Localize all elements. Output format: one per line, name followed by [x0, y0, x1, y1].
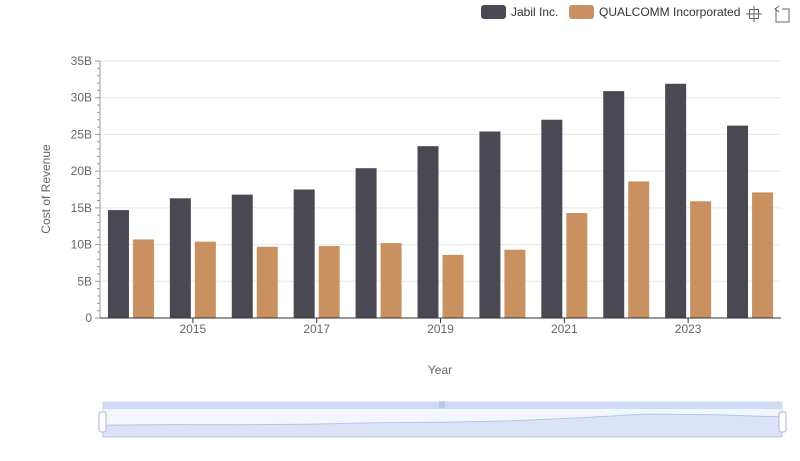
x-tick-label: 2021 [551, 322, 578, 336]
bar-qualcomm-2021[interactable] [566, 212, 588, 318]
y-tick-label: 20B [71, 164, 92, 178]
data-zoom-selected [103, 402, 782, 409]
x-axis: 2015 2017 2019 2021 2023 [100, 317, 781, 336]
bar-qualcomm-2016[interactable] [256, 246, 278, 318]
bar-qualcomm-2023[interactable] [690, 201, 712, 318]
legend-label-jabil[interactable]: Jabil Inc. [511, 5, 558, 19]
x-axis-title: Year [428, 363, 452, 377]
bar-jabil-2021[interactable] [541, 119, 563, 318]
bar-jabil-2017[interactable] [293, 189, 315, 319]
bar-jabil-2019[interactable] [417, 146, 439, 318]
y-tick-label: 10B [71, 238, 92, 252]
bar-jabil-2015[interactable] [169, 198, 191, 318]
bar-jabil-2018[interactable] [355, 168, 377, 318]
bar-qualcomm-2017[interactable] [318, 246, 340, 318]
data-zoom-slider[interactable]: ||| [98, 400, 787, 438]
bar-qualcomm-2014[interactable] [132, 239, 154, 318]
bar-qualcomm-2019[interactable] [442, 254, 464, 318]
y-axis: 0 5B 10B 15B 20B 25B 30B 35B [71, 54, 101, 325]
legend: Jabil Inc. QUALCOMM Incorporated [481, 5, 740, 19]
data-zoom-handle-right[interactable] [778, 411, 787, 433]
bar-qualcomm-2018[interactable] [380, 243, 402, 318]
data-zoom-handle-left[interactable] [98, 411, 107, 433]
bar-qualcomm-2015[interactable] [194, 241, 216, 318]
x-tick-label: 2019 [427, 322, 454, 336]
y-tick-label: 5B [77, 274, 92, 288]
legend-label-qualcomm[interactable]: QUALCOMM Incorporated [599, 5, 740, 19]
legend-swatch-qualcomm[interactable] [569, 5, 594, 19]
zoom-restore-icon[interactable] [774, 5, 790, 23]
bar-jabil-2020[interactable] [479, 131, 501, 318]
x-tick-label: 2023 [675, 322, 702, 336]
x-tick-label: 2017 [303, 322, 330, 336]
bar-jabil-2016[interactable] [231, 194, 253, 318]
bar-qualcomm-2024[interactable] [752, 192, 774, 318]
y-tick-label: 35B [71, 54, 92, 68]
y-tick-label: 0 [85, 311, 92, 325]
bar-jabil-2023[interactable] [665, 83, 687, 319]
data-zoom-preview [102, 413, 783, 438]
y-tick-label: 25B [71, 127, 92, 141]
bar-jabil-2014[interactable] [107, 210, 129, 318]
y-tick-label: 15B [71, 201, 92, 215]
bar-jabil-2024[interactable] [727, 125, 749, 318]
bar-jabil-2022[interactable] [603, 91, 625, 318]
data-zoom-grip[interactable]: ||| [439, 400, 445, 409]
y-tick-label: 30B [71, 91, 92, 105]
x-tick-label: 2015 [180, 322, 207, 336]
y-axis-title: Cost of Revenue [39, 144, 53, 234]
bar-qualcomm-2020[interactable] [504, 249, 526, 318]
zoom-select-icon[interactable] [746, 6, 762, 22]
bars [107, 83, 774, 319]
legend-swatch-jabil[interactable] [481, 5, 506, 19]
bar-qualcomm-2022[interactable] [628, 181, 650, 318]
